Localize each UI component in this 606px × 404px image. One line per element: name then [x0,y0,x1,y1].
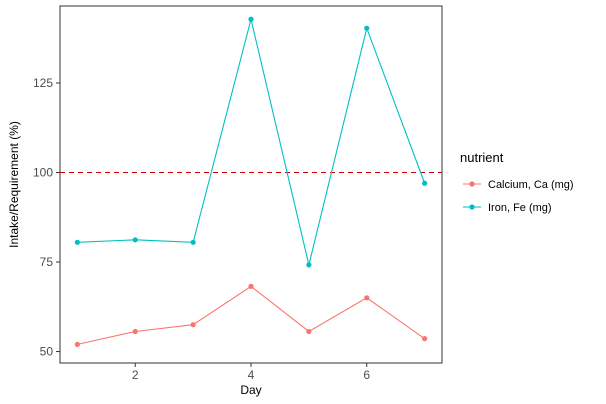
data-point-iron [306,262,312,268]
data-point-iron [74,239,80,245]
x-tick-label: 6 [363,368,370,382]
data-point-calcium [74,341,80,347]
data-point-iron [132,237,138,243]
x-tick-label: 4 [248,368,255,382]
data-point-iron [422,180,428,186]
legend-key-point [469,181,475,187]
data-point-calcium [364,295,370,301]
y-tick-label: 75 [40,255,54,269]
legend-title: nutrient [460,150,504,165]
data-point-calcium [306,328,312,335]
legend: nutrient Calcium, Ca (mg) Iron, Fe (mg) [460,150,574,214]
data-point-iron [364,25,370,31]
legend-key-point [469,204,475,210]
y-tick-label: 100 [33,166,53,180]
plot-panel [59,5,443,364]
x-axis: 2 4 6 [132,363,370,382]
data-point-calcium [190,322,196,328]
y-axis: 50 75 100 125 [33,76,60,359]
legend-label-calcium: Calcium, Ca (mg) [488,179,574,191]
legend-label-iron: Iron, Fe (mg) [488,202,552,214]
legend-item-calcium: Calcium, Ca (mg) [463,179,574,191]
legend-item-iron: Iron, Fe (mg) [463,202,552,214]
data-point-iron [190,239,196,245]
y-tick-label: 125 [33,76,53,90]
data-point-calcium [132,328,138,335]
data-point-iron [248,16,254,22]
data-point-calcium [422,336,428,342]
data-point-calcium [248,283,254,289]
y-axis-title: Intake/Requirement (%) [7,121,21,248]
y-tick-label: 50 [40,345,54,359]
x-axis-title: Day [240,383,261,397]
series-layer [74,16,428,347]
legend-items: Calcium, Ca (mg) Iron, Fe (mg) [463,179,574,214]
x-tick-label: 2 [132,368,139,382]
